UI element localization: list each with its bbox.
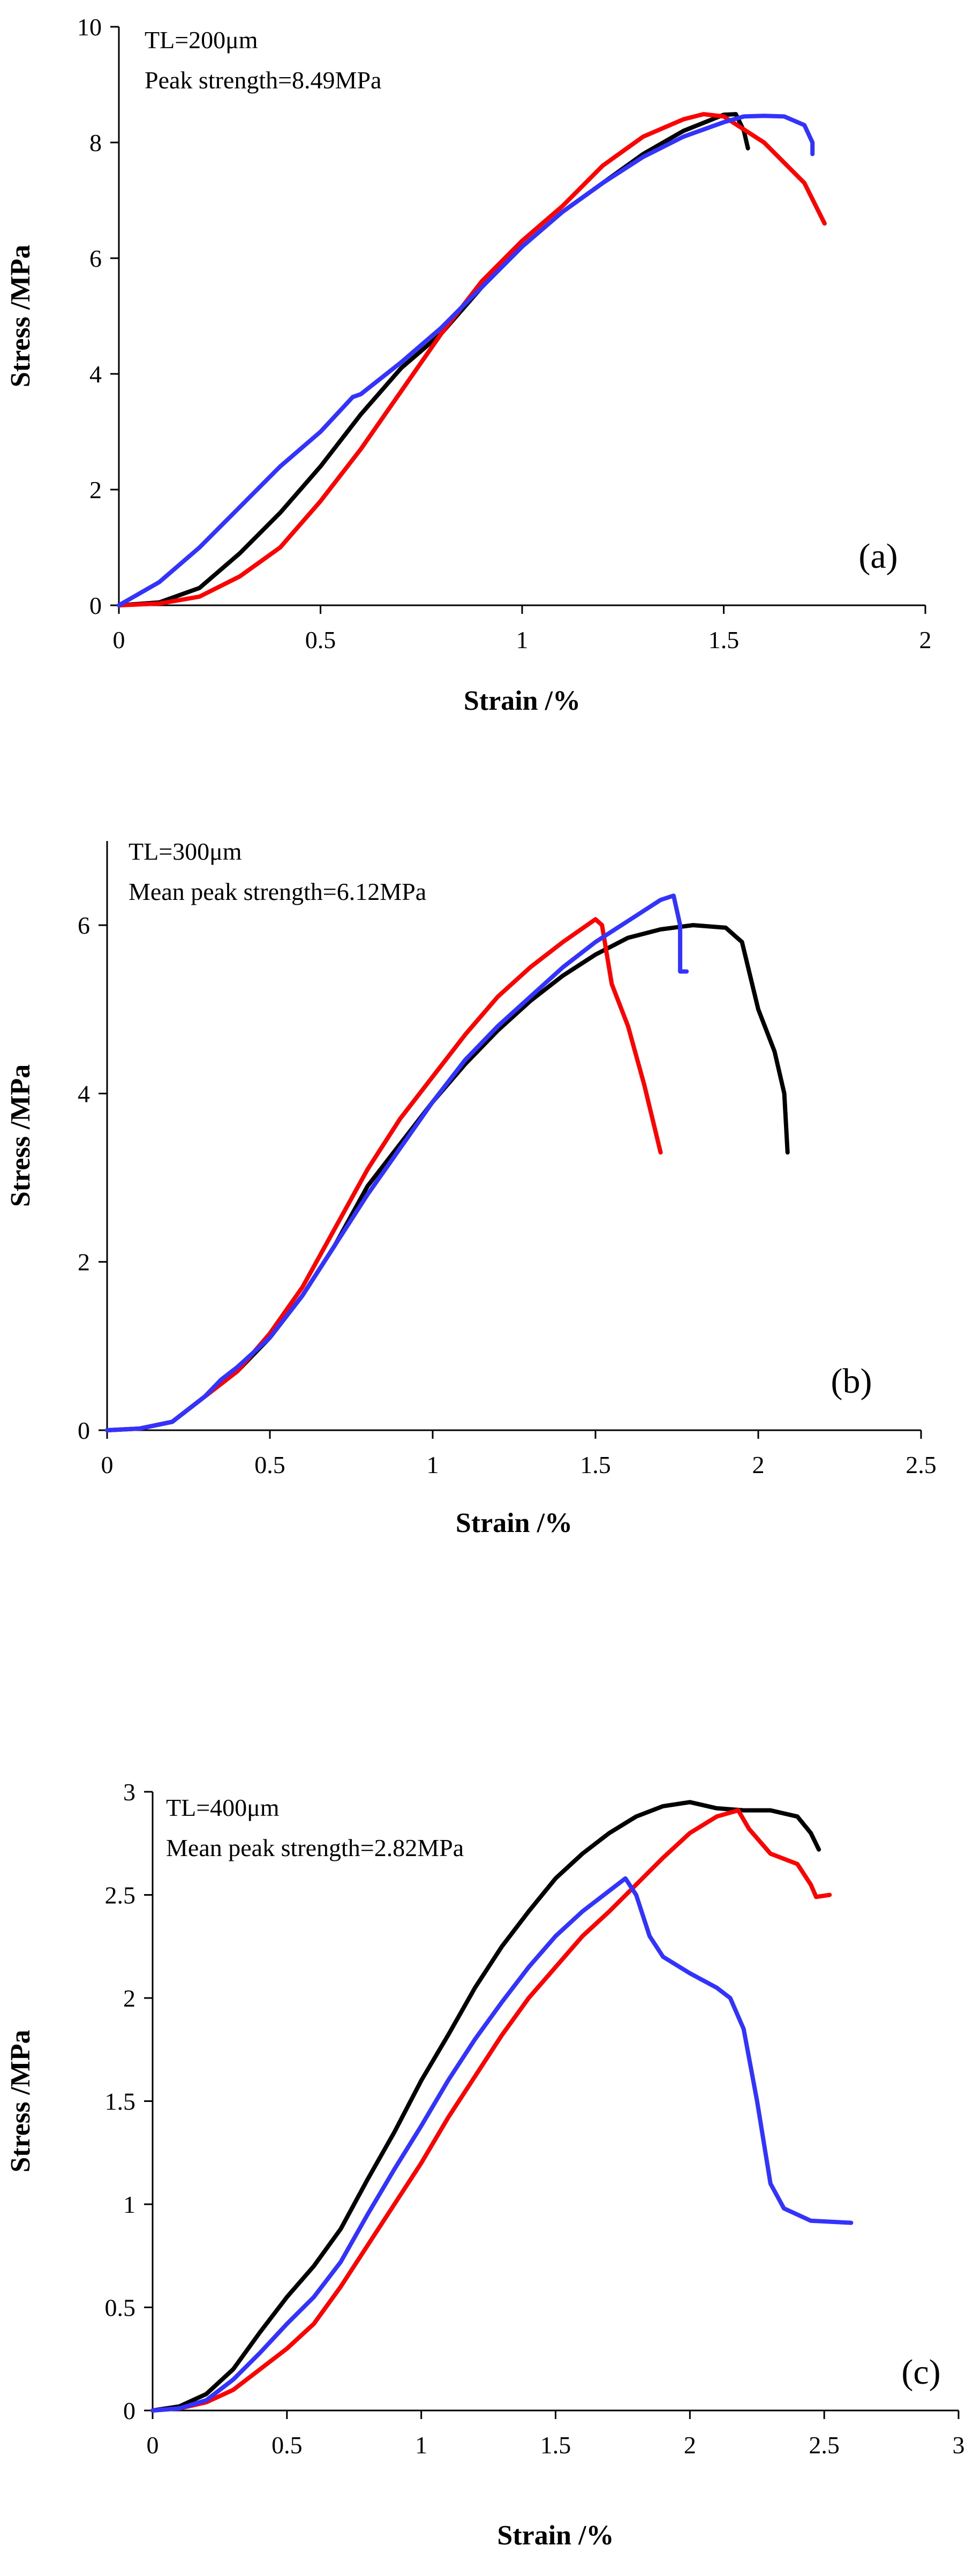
- x-tick-label: 1: [516, 626, 529, 654]
- series-line-1: [150, 1800, 821, 2413]
- y-axis-title: Stress /MPa: [5, 2030, 36, 2172]
- y-tick-label: 1: [123, 2191, 135, 2218]
- series-line-1: [105, 923, 790, 1432]
- x-tick-label: 2: [684, 2431, 696, 2459]
- x-tick-label: 2.5: [906, 1451, 937, 1478]
- x-axis-title: Strain /%: [464, 686, 580, 716]
- panel-label: (c): [901, 2353, 940, 2392]
- series-line-3: [105, 893, 689, 1432]
- annotation-line-2: Mean peak strength=6.12MPa: [129, 878, 426, 905]
- panel-label: (b): [831, 1362, 872, 1401]
- x-tick-label: 3: [953, 2431, 965, 2459]
- series-line-2: [117, 112, 827, 607]
- y-tick-label: 0: [78, 1417, 90, 1444]
- x-tick-label: 0.5: [305, 626, 336, 654]
- panel-label: (a): [858, 537, 897, 576]
- x-tick-label: 2: [752, 1451, 765, 1478]
- chart-panel-1: 0 0.5 1 1.5 2 0 2 4 6 8 10 Strain /% Stress /MPa TL=2…: [5, 13, 932, 716]
- y-tick-label: 6: [89, 245, 102, 272]
- series-line-2: [150, 1808, 832, 2413]
- series-line-3: [150, 1876, 854, 2413]
- x-tick-label: 0: [113, 626, 125, 654]
- y-tick-label: 4: [78, 1080, 90, 1107]
- y-tick-label: 1.5: [105, 2088, 136, 2115]
- x-axis-title: Strain /%: [456, 1508, 572, 1538]
- y-tick-label: 0.5: [105, 2294, 136, 2322]
- y-tick-label: 0: [123, 2397, 135, 2424]
- x-tick-label: 0.5: [254, 1451, 285, 1478]
- x-axis-title: Strain /%: [497, 2520, 614, 2551]
- series-line-3: [117, 114, 815, 607]
- y-tick-label: 2: [78, 1249, 90, 1276]
- chart-panel-3: 0 0.5 1 1.5 2 2.5 3 0 0.5 1 1.5 2 2.5 3 Strain /% Stres…: [5, 1778, 965, 2551]
- x-tick-label: 0.5: [271, 2431, 303, 2459]
- y-tick-label: 6: [78, 912, 90, 939]
- x-tick-label: 2.5: [809, 2431, 840, 2459]
- y-tick-label: 2.5: [105, 1882, 136, 1909]
- annotation-line-1: TL=300μm: [129, 838, 242, 865]
- x-tick-label: 2: [919, 626, 932, 654]
- annotation-line-2: Peak strength=8.49MPa: [145, 66, 381, 94]
- y-axis-title: Stress /MPa: [5, 1064, 36, 1207]
- y-tick-label: 2: [123, 1985, 135, 2012]
- y-tick-label: 10: [77, 13, 102, 41]
- x-tick-label: 1: [415, 2431, 427, 2459]
- y-tick-label: 0: [89, 592, 102, 619]
- chart-panel-2: 0 0.5 1 1.5 2 2.5 0 2 4 6 Strain /% Stress /MPa TL=3…: [5, 838, 937, 1538]
- y-tick-label: 3: [123, 1778, 135, 1806]
- x-tick-label: 0: [147, 2431, 159, 2459]
- x-tick-label: 1.5: [708, 626, 740, 654]
- y-tick-label: 8: [89, 129, 102, 156]
- annotation-line-1: TL=400μm: [166, 1794, 280, 1821]
- y-tick-label: 4: [89, 361, 102, 388]
- x-tick-label: 1.5: [580, 1451, 611, 1478]
- x-tick-label: 0: [101, 1451, 114, 1478]
- x-tick-label: 1.5: [540, 2431, 571, 2459]
- annotation-line-2: Mean peak strength=2.82MPa: [166, 1834, 464, 1861]
- y-axis-title: Stress /MPa: [5, 245, 36, 387]
- annotation-line-1: TL=200μm: [145, 26, 258, 54]
- y-tick-label: 2: [89, 476, 102, 504]
- x-tick-label: 1: [427, 1451, 439, 1478]
